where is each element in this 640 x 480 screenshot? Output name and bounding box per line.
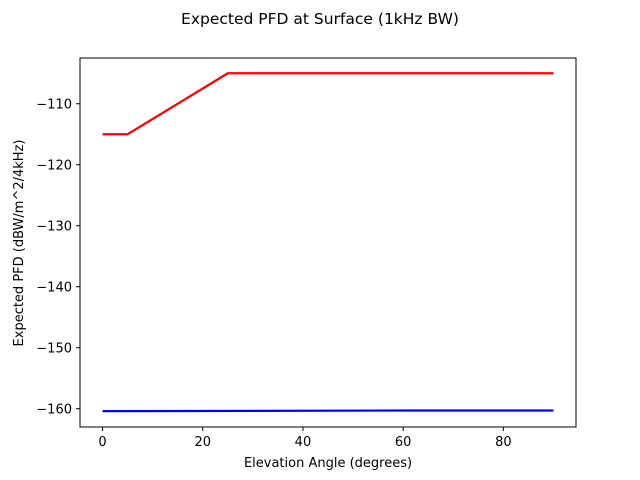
y-tick-label: −120: [36, 159, 72, 174]
series-line-limit: [102, 72, 554, 136]
y-axis-label: Expected PFD (dBW/m^2/4kHz): [12, 140, 27, 347]
x-tick-label: 60: [395, 435, 412, 450]
y-tick-label: −160: [36, 403, 72, 418]
y-tick-label: −110: [36, 98, 72, 113]
y-tick-label: −150: [36, 342, 72, 357]
y-tick-label: −130: [36, 220, 72, 235]
plot-frame: [79, 57, 577, 428]
series-layer: [102, 72, 554, 413]
x-tick-label: 20: [194, 435, 211, 450]
y-axis-ticks: −160 −150 −140 −130 −120 −110: [36, 98, 80, 418]
x-tick-label: 40: [295, 435, 312, 450]
x-tick-label: 0: [98, 435, 106, 450]
series-line-expected: [102, 409, 554, 413]
chart-title: Expected PFD at Surface (1kHz BW): [181, 10, 459, 28]
x-axis-label: Elevation Angle (degrees): [244, 456, 412, 471]
x-tick-label: 80: [495, 435, 512, 450]
y-tick-label: −140: [36, 281, 72, 296]
x-axis-ticks: 0 20 40 60 80: [98, 427, 512, 450]
